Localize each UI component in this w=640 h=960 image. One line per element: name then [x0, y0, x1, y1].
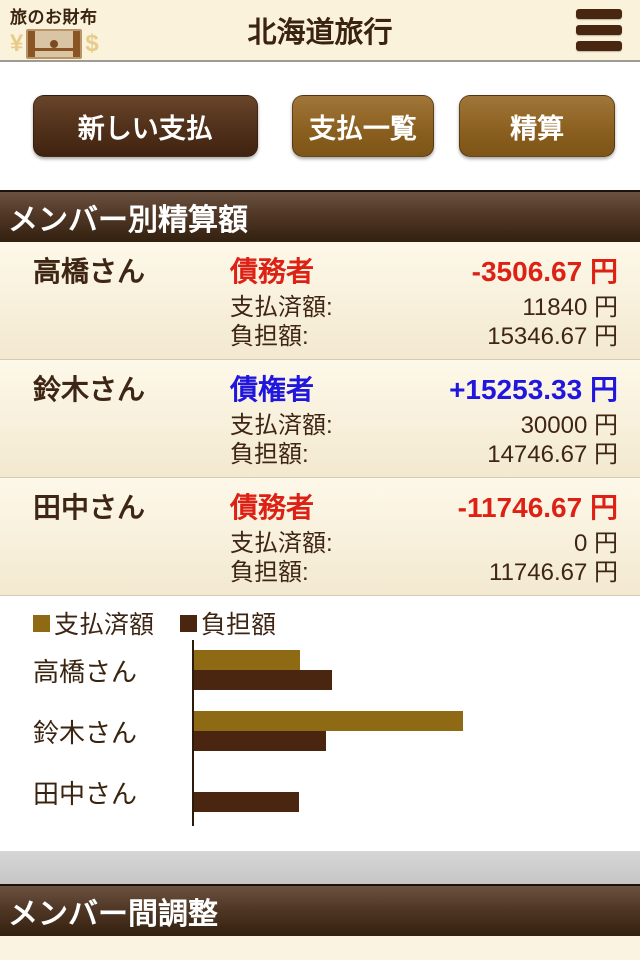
yen-symbol: ¥ [10, 30, 24, 57]
paid-label: 支払済額: [230, 530, 333, 557]
settle-button[interactable]: 精算 [459, 95, 615, 157]
app-logo-title: 旅のお財布 [10, 8, 98, 27]
burden-value: 14746.67 円 [487, 441, 618, 468]
member-role: 債務者 [230, 492, 315, 523]
member-row: 鈴木さん 債権者 +15253.33 円 支払済額: 30000 円 負担額: … [0, 360, 640, 478]
page-title: 北海道旅行 [247, 17, 393, 49]
wallet-icon [26, 29, 83, 59]
paid-value: 0 円 [573, 530, 618, 557]
member-name: 高橋さん [33, 256, 146, 287]
member-row: 田中さん 債務者 -11746.67 円 支払済額: 0 円 負担額: 1174… [0, 478, 640, 596]
section-header-member-adjustment: メンバー間調整 [0, 884, 640, 936]
paid-swatch-icon [33, 614, 50, 632]
section-divider [0, 851, 640, 884]
chart-legend: 支払済額 負担額 [0, 605, 640, 641]
axis-tick [192, 820, 194, 826]
burden-label: 負担額: [230, 559, 309, 586]
chart-category-label: 高橋さん [33, 656, 138, 687]
member-name: 鈴木さん [33, 374, 146, 405]
toolbar: 新しい支払 支払一覧 精算 [0, 62, 640, 190]
member-role: 債権者 [230, 374, 315, 405]
burden-value: 11746.67 円 [489, 559, 618, 586]
chart-category-label: 鈴木さん [33, 717, 138, 748]
app-logo: 旅のお財布 ¥ $ [10, 3, 130, 59]
bar-負担額 [194, 792, 299, 812]
chart-bar-group [194, 772, 640, 812]
bottom-strip [0, 936, 640, 960]
bar-負担額 [194, 670, 332, 690]
new-payment-button[interactable]: 新しい支払 [33, 95, 258, 157]
paid-value: 30000 円 [520, 412, 618, 439]
dollar-symbol: $ [85, 30, 99, 57]
member-row: 高橋さん 債務者 -3506.67 円 支払済額: 11840 円 負担額: 1… [0, 242, 640, 360]
burden-value: 15346.67 円 [487, 323, 618, 350]
payment-list-button[interactable]: 支払一覧 [291, 95, 435, 157]
top-bar: 旅のお財布 ¥ $ 北海道旅行 [0, 0, 640, 62]
chart-bar-group [194, 711, 640, 751]
legend-item-burden: 負担額 [180, 605, 276, 641]
member-balance: +15253.33 円 [449, 374, 618, 405]
legend-burden-label: 負担額 [201, 611, 277, 639]
legend-item-paid: 支払済額 [33, 605, 154, 641]
wallet-logo-row: ¥ $ [10, 29, 130, 59]
chart-plot-area [192, 640, 640, 820]
legend-paid-label: 支払済額 [54, 611, 155, 639]
paid-label: 支払済額: [230, 294, 333, 321]
burden-label: 負担額: [230, 323, 309, 350]
member-balance: -3506.67 円 [471, 256, 618, 287]
menu-icon[interactable] [576, 9, 622, 51]
bar-支払済額 [194, 650, 300, 670]
member-name: 田中さん [33, 492, 146, 523]
bar-負担額 [194, 731, 326, 751]
paid-value: 11840 円 [522, 294, 618, 321]
chart-category-labels: 高橋さん鈴木さん田中さん [33, 650, 137, 833]
chart-section: 支払済額 負担額 高橋さん鈴木さん田中さん [0, 596, 640, 851]
burden-swatch-icon [180, 614, 198, 632]
chart-category-label: 田中さん [33, 778, 138, 809]
section-header-member-settlement: メンバー別精算額 [0, 190, 640, 242]
member-role: 債務者 [230, 256, 315, 287]
member-balance: -11746.67 円 [457, 492, 618, 523]
bar-chart: 高橋さん鈴木さん田中さん [0, 640, 640, 838]
burden-label: 負担額: [230, 441, 309, 468]
chart-bar-group [194, 650, 640, 690]
paid-label: 支払済額: [230, 412, 333, 439]
bar-支払済額 [194, 711, 463, 731]
